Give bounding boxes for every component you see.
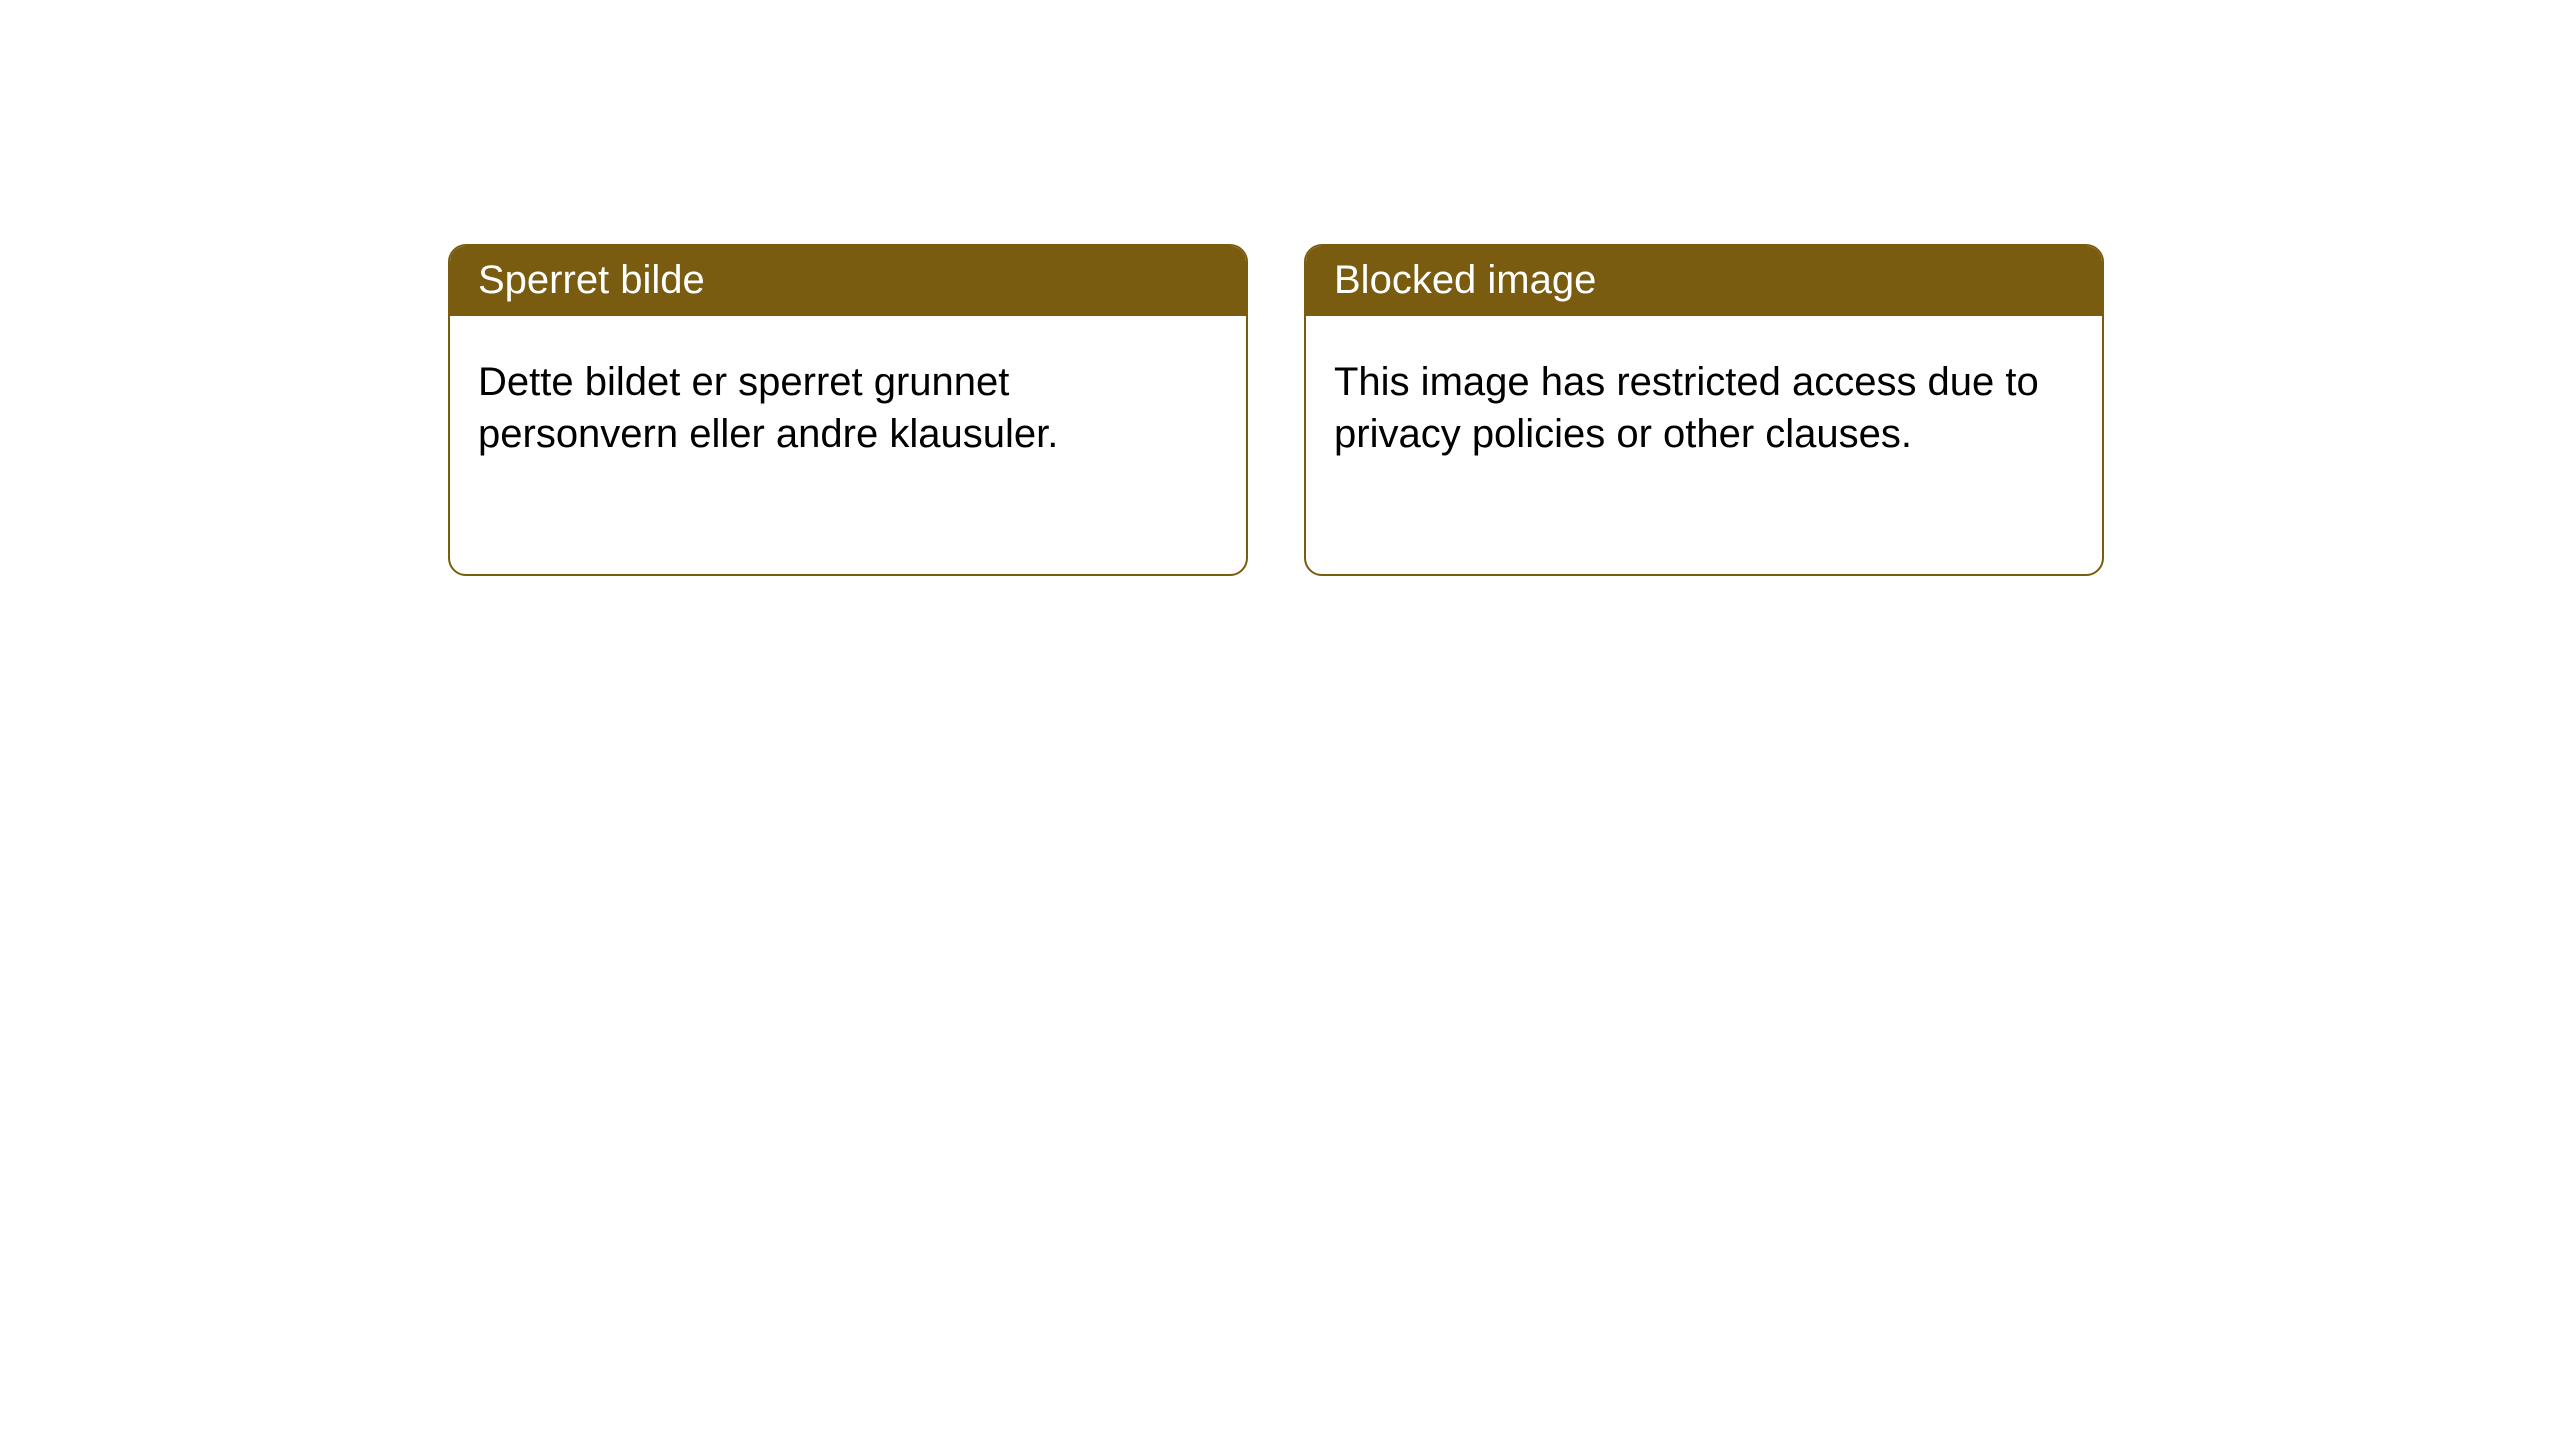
notice-body: This image has restricted access due to … [1306, 316, 2102, 488]
notice-header: Sperret bilde [450, 246, 1246, 316]
notice-text: This image has restricted access due to … [1334, 360, 2039, 456]
notice-body: Dette bildet er sperret grunnet personve… [450, 316, 1246, 488]
notice-title: Sperret bilde [478, 258, 705, 302]
notice-text: Dette bildet er sperret grunnet personve… [478, 360, 1058, 456]
notice-header: Blocked image [1306, 246, 2102, 316]
notice-card-norwegian: Sperret bilde Dette bildet er sperret gr… [448, 244, 1248, 576]
notice-card-english: Blocked image This image has restricted … [1304, 244, 2104, 576]
notice-title: Blocked image [1334, 258, 1596, 302]
notice-container: Sperret bilde Dette bildet er sperret gr… [0, 0, 2560, 576]
